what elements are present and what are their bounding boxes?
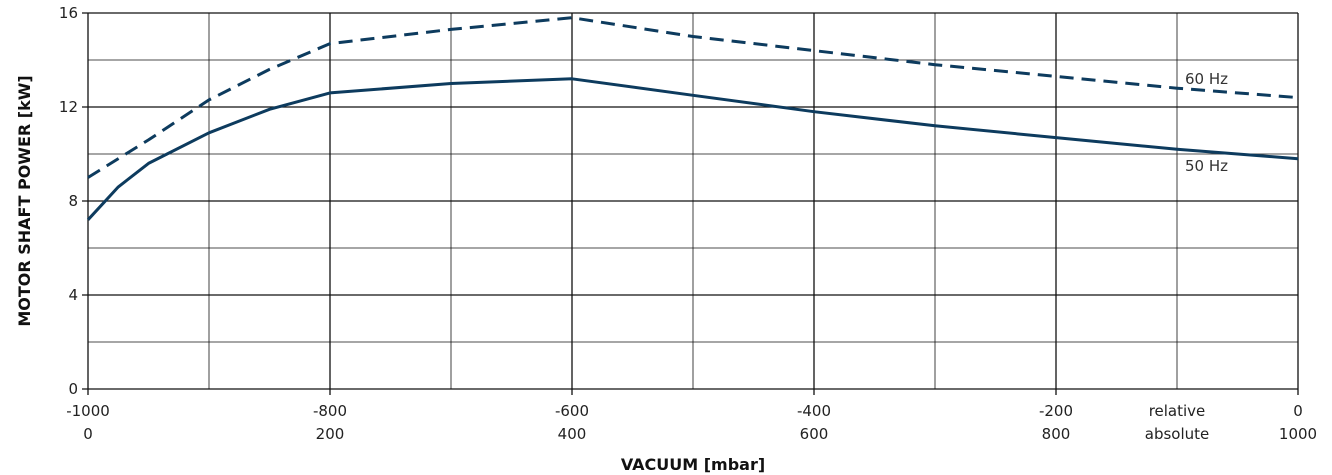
y-tick-label: 0	[68, 380, 78, 398]
y-tick-label: 4	[68, 286, 78, 304]
x-tick-label-absolute: 0	[83, 425, 93, 443]
x-tick-label-relative: -200	[1039, 402, 1073, 420]
x-tick-label-relative: -800	[313, 402, 347, 420]
x-tick-label-absolute: 1000	[1279, 425, 1317, 443]
series-lines	[86, 16, 1299, 221]
x-tick-labels: -1000 0 -800 200 -600 400 -400 600 -200 800 0 1000 r…	[66, 402, 1317, 443]
series-line-60-hz	[87, 16, 1299, 179]
y-tick-label: 12	[59, 98, 78, 116]
absolute-scale-label: absolute	[1145, 425, 1210, 443]
series-line-50-hz	[86, 77, 1299, 221]
series-label-50-hz: 50 Hz	[1185, 157, 1228, 175]
x-tick-label-relative: -400	[797, 402, 831, 420]
grid	[82, 12, 1299, 395]
y-tick-label: 16	[59, 4, 78, 22]
x-axis-title: VACUUM [mbar]	[621, 455, 765, 474]
relative-scale-label: relative	[1149, 402, 1206, 420]
x-tick-label-relative: -600	[555, 402, 589, 420]
x-tick-label-absolute: 200	[316, 425, 345, 443]
y-tick-label: 8	[68, 192, 78, 210]
x-tick-label-absolute: 600	[800, 425, 829, 443]
y-tick-labels: 0 4 8 12 16	[59, 4, 78, 398]
x-tick-label-absolute: 400	[558, 425, 587, 443]
series-label-60-hz: 60 Hz	[1185, 70, 1228, 88]
x-tick-label-relative: 0	[1293, 402, 1303, 420]
x-tick-label-absolute: 800	[1042, 425, 1071, 443]
y-axis-title: MOTOR SHAFT POWER [kW]	[15, 75, 34, 326]
series-labels: 60 Hz 50 Hz	[1185, 70, 1228, 175]
x-tick-label-relative: -1000	[66, 402, 110, 420]
